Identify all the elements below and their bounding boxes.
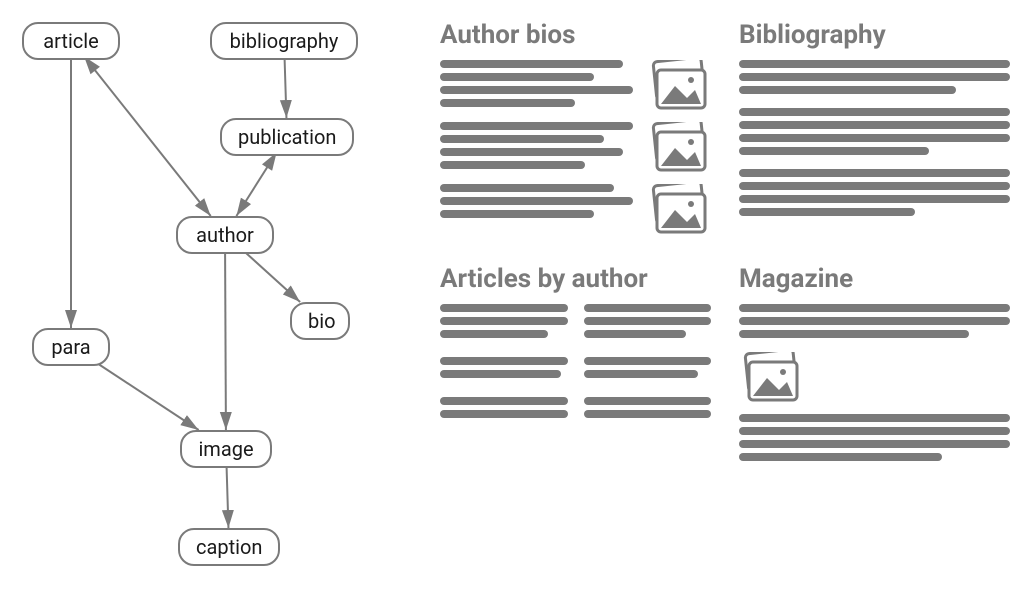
text-line: [440, 122, 633, 130]
node-publication: publication: [220, 118, 354, 156]
bio-row: [440, 60, 711, 112]
text-line: [584, 370, 699, 378]
text-line: [440, 304, 568, 312]
text-line: [739, 60, 1010, 68]
preview-magazine: Magazine: [739, 264, 1010, 475]
edge-publication-author: [236, 154, 275, 216]
paragraph: [739, 60, 1010, 94]
text-line: [739, 453, 942, 461]
text-line: [739, 182, 1010, 190]
text-line: [440, 135, 604, 143]
text-line: [440, 161, 585, 169]
text-line: [739, 73, 1010, 81]
edge-author-bio: [245, 252, 300, 302]
text-line: [440, 99, 575, 107]
text-line: [440, 330, 548, 338]
text-line: [739, 414, 1010, 422]
text-line: [440, 317, 568, 325]
text-line: [739, 147, 929, 155]
text-line: [440, 210, 594, 218]
edge-bibliography-publication: [285, 58, 287, 118]
preview-author-bios: Author bios: [440, 20, 711, 246]
text-line: [739, 304, 1010, 312]
edge-image-caption: [227, 466, 229, 528]
preview-title: Articles by author: [440, 264, 711, 294]
text-line: [440, 410, 568, 418]
text-line: [739, 108, 1010, 116]
paragraph: [739, 169, 1010, 216]
edge-article-author: [85, 58, 210, 216]
text-line: [739, 208, 915, 216]
text-line: [739, 169, 1010, 177]
article-row: [440, 357, 711, 383]
photo-icon: [647, 60, 711, 112]
text-line: [440, 370, 561, 378]
edge-author-image: [225, 252, 226, 430]
text-line: [739, 427, 1010, 435]
photo-icon: [647, 184, 711, 236]
graph-edges: [0, 0, 420, 600]
preview-bibliography: Bibliography: [739, 20, 1010, 246]
text-line: [584, 397, 712, 405]
text-line: [440, 73, 594, 81]
article-row: [440, 304, 711, 343]
text-line: [739, 86, 956, 94]
node-caption: caption: [178, 528, 280, 566]
preview-title: Bibliography: [739, 20, 1010, 50]
text-line: [739, 440, 1010, 448]
node-para: para: [32, 328, 110, 366]
text-line: [584, 317, 712, 325]
text-line: [440, 357, 568, 365]
node-article: article: [22, 22, 120, 60]
photo-icon: [647, 122, 711, 174]
text-line: [584, 410, 712, 418]
text-line: [440, 60, 623, 68]
node-bio: bio: [290, 302, 350, 340]
text-line: [584, 330, 686, 338]
text-line: [739, 121, 1010, 129]
text-line: [739, 330, 969, 338]
photo-icon: [739, 352, 803, 404]
text-line: [584, 304, 712, 312]
text-line: [440, 397, 568, 405]
graph-panel: article bibliography publication author para…: [0, 0, 420, 600]
preview-title: Author bios: [440, 20, 711, 50]
preview-title: Magazine: [739, 264, 1010, 294]
text-line: [440, 86, 633, 94]
preview-panel: Author bios Bibliography Articles by aut…: [440, 20, 1010, 475]
text-line: [584, 357, 712, 365]
node-bibliography: bibliography: [210, 22, 358, 60]
paragraph: [739, 108, 1010, 155]
text-line: [440, 184, 614, 192]
edge-para-image: [98, 364, 198, 430]
text-line: [739, 134, 1010, 142]
bio-row: [440, 184, 711, 236]
text-line: [739, 317, 1010, 325]
preview-articles-by-author: Articles by author: [440, 264, 711, 475]
text-line: [739, 195, 1010, 203]
text-line: [440, 148, 623, 156]
paragraph: [739, 304, 1010, 338]
text-line: [440, 197, 633, 205]
bio-row: [440, 122, 711, 174]
paragraph: [739, 414, 1010, 461]
node-author: author: [176, 216, 274, 254]
article-row: [440, 397, 711, 423]
node-image: image: [180, 430, 272, 468]
